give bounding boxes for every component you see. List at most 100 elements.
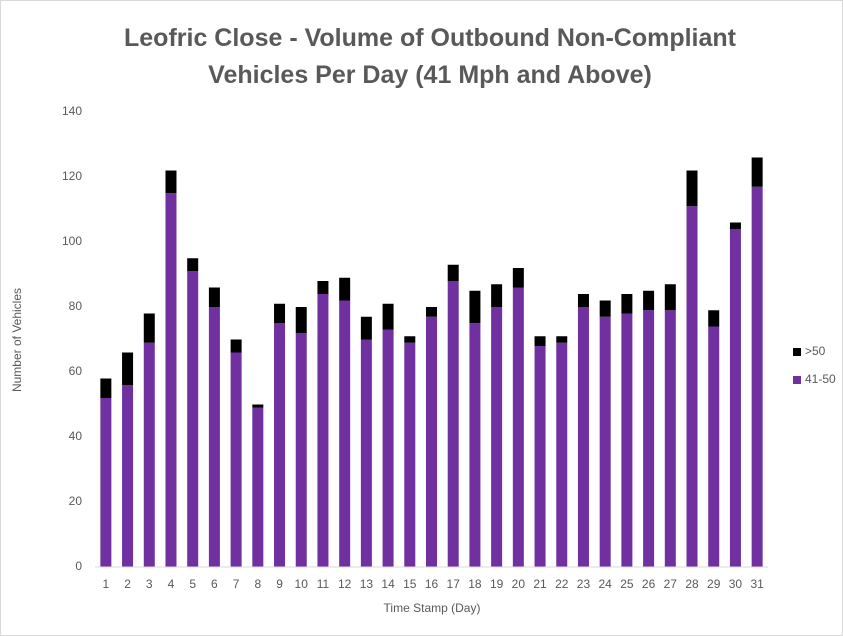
legend-swatch (793, 376, 801, 384)
bar-segment (382, 303, 394, 330)
x-tick-label: 24 (598, 577, 612, 591)
bar-segment (729, 229, 741, 567)
bar-segment (165, 193, 177, 567)
bar-segment (729, 222, 741, 229)
bar-segment (556, 342, 568, 567)
y-tick-label: 120 (62, 169, 82, 183)
x-tick-label: 20 (512, 577, 526, 591)
bar-segment (621, 313, 633, 567)
bar-segment (643, 290, 655, 311)
bar-segment (187, 258, 199, 272)
bar-segment (686, 170, 698, 207)
bar-segment (664, 310, 676, 567)
x-tick-label: 29 (707, 577, 721, 591)
bar-segment (512, 287, 524, 567)
x-tick-label: 2 (124, 577, 131, 591)
bar-segment (122, 352, 134, 385)
x-tick-label: 31 (750, 577, 764, 591)
legend-label: 41-50 (805, 372, 836, 386)
y-tick-label: 40 (69, 429, 83, 443)
x-tick-label: 21 (533, 577, 547, 591)
bar-segment (274, 323, 286, 567)
bar-segment (491, 284, 503, 307)
bar-segment (708, 326, 720, 567)
bar-segment (556, 336, 568, 343)
bar-segment (382, 329, 394, 567)
x-tick-label: 3 (146, 577, 153, 591)
bar-segment (491, 307, 503, 567)
bar-segment (339, 300, 351, 567)
bar-segment (469, 323, 481, 567)
x-tick-label: 11 (317, 577, 330, 591)
bar-segment (404, 342, 416, 567)
x-tick-label: 4 (168, 577, 175, 591)
x-tick-label: 6 (211, 577, 218, 591)
bar-segment (577, 307, 589, 567)
x-tick-label: 8 (254, 577, 261, 591)
y-tick-label: 60 (69, 364, 83, 378)
bar-segment (751, 186, 763, 567)
x-tick-label: 28 (685, 577, 699, 591)
bar-segment (230, 339, 242, 353)
x-tick-label: 14 (381, 577, 395, 591)
bar-segment (187, 271, 199, 567)
bar-segment (100, 398, 112, 567)
x-tick-label: 10 (295, 577, 309, 591)
x-tick-label: 5 (189, 577, 196, 591)
bar-segment (426, 307, 437, 317)
chart-title: Leofric Close - Volume of Outbound Non-C… (124, 24, 736, 89)
bar-segment (360, 316, 372, 340)
bar-segment (512, 268, 524, 288)
bar-segment (360, 339, 372, 567)
bar-segment (534, 336, 546, 346)
bar-segment (577, 294, 589, 307)
x-tick-label: 18 (468, 577, 482, 591)
bar-segment (447, 281, 459, 567)
bar-segment (208, 287, 220, 307)
y-axis-title: Number of Vehicles (10, 288, 24, 392)
x-tick-label: 17 (447, 577, 461, 591)
x-tick-label: 26 (642, 577, 656, 591)
bar-segment (664, 284, 676, 311)
bar-segment (426, 316, 437, 567)
bar-segment (751, 157, 763, 187)
x-tick-label: 16 (425, 577, 439, 591)
y-tick-label: 100 (62, 234, 82, 248)
bar-segment (122, 385, 134, 567)
bar-segment (317, 294, 329, 567)
x-tick-label: 9 (276, 577, 283, 591)
y-tick-label: 20 (69, 494, 83, 508)
x-tick-label: 7 (233, 577, 240, 591)
x-tick-label: 15 (403, 577, 417, 591)
x-tick-label: 27 (664, 577, 678, 591)
bar-segment (621, 294, 633, 314)
x-tick-label: 19 (490, 577, 504, 591)
x-tick-label: 30 (729, 577, 743, 591)
bar-segment (643, 310, 655, 567)
bar-segment (708, 310, 720, 327)
bar-segment (317, 281, 329, 294)
bar-segment (295, 307, 307, 333)
bar-segment (686, 206, 698, 567)
bar-segment (447, 264, 459, 281)
bar-segment (599, 316, 611, 567)
legend-swatch (793, 348, 801, 356)
bar-segment (252, 407, 264, 567)
x-tick-label: 12 (338, 577, 352, 591)
bar-segment (143, 342, 155, 567)
legend-label: >50 (805, 344, 826, 358)
bar-segment (100, 378, 112, 398)
bar-segment (534, 346, 546, 567)
bar-segment (295, 333, 307, 567)
bar-segment (165, 170, 177, 194)
bar-segment (208, 307, 220, 567)
bar-segment (274, 303, 286, 324)
y-tick-label: 80 (69, 299, 83, 313)
bar-segment (404, 336, 416, 343)
y-tick-label: 140 (62, 104, 82, 118)
y-tick-label: 0 (75, 559, 82, 573)
x-tick-label: 25 (620, 577, 634, 591)
x-tick-label: 22 (555, 577, 569, 591)
